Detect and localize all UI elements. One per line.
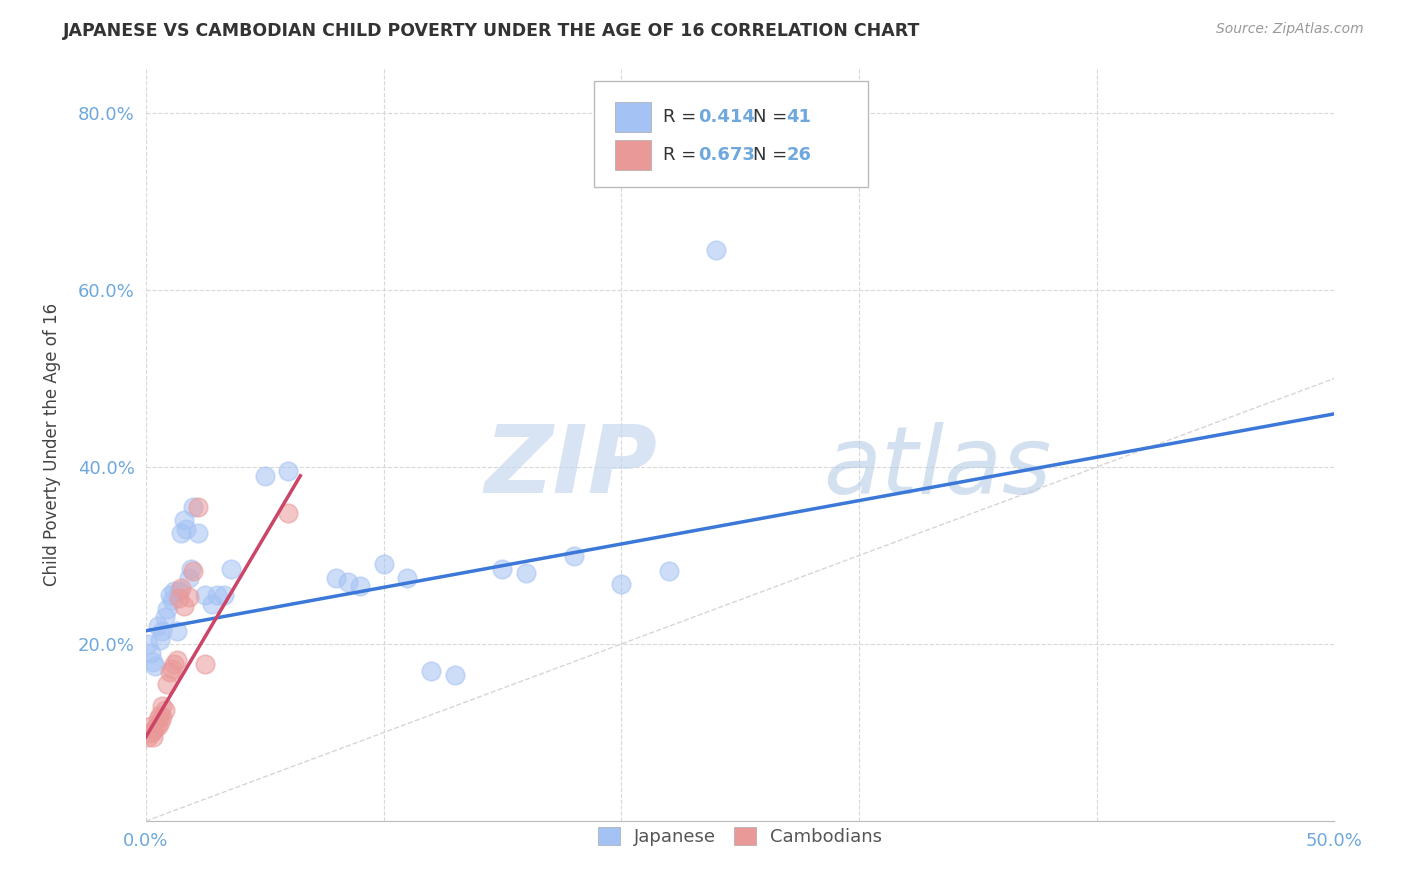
Point <box>277 506 299 520</box>
Text: Source: ZipAtlas.com: Source: ZipAtlas.com <box>1216 22 1364 37</box>
Point <box>170 526 193 541</box>
Point <box>149 707 172 722</box>
Point <box>152 624 174 638</box>
Point <box>160 662 183 676</box>
Point <box>149 632 172 647</box>
Point <box>142 655 165 669</box>
Point <box>277 464 299 478</box>
Text: R =: R = <box>662 146 702 164</box>
Point <box>142 723 165 738</box>
Point <box>181 564 204 578</box>
Point <box>562 549 585 563</box>
Point <box>163 583 186 598</box>
Point <box>704 243 727 257</box>
Point <box>173 513 195 527</box>
Text: 26: 26 <box>786 146 811 164</box>
Point <box>336 575 359 590</box>
Point <box>187 500 209 514</box>
Point <box>136 637 159 651</box>
Point <box>173 599 195 613</box>
Point <box>194 588 217 602</box>
Point <box>349 580 371 594</box>
Point <box>187 526 209 541</box>
Point <box>396 571 419 585</box>
Point <box>152 699 174 714</box>
Point <box>420 664 443 678</box>
Point <box>325 571 347 585</box>
Y-axis label: Child Poverty Under the Age of 16: Child Poverty Under the Age of 16 <box>44 303 60 586</box>
Legend: Japanese, Cambodians: Japanese, Cambodians <box>591 820 890 854</box>
Point <box>156 601 179 615</box>
Point <box>205 588 228 602</box>
Text: 41: 41 <box>786 109 811 127</box>
Point <box>174 522 197 536</box>
Point <box>139 725 162 739</box>
Point <box>170 581 193 595</box>
Text: 0.414: 0.414 <box>699 109 755 127</box>
Point <box>160 592 183 607</box>
Text: ZIP: ZIP <box>484 421 657 514</box>
Text: JAPANESE VS CAMBODIAN CHILD POVERTY UNDER THE AGE OF 16 CORRELATION CHART: JAPANESE VS CAMBODIAN CHILD POVERTY UNDE… <box>63 22 921 40</box>
Point <box>180 562 202 576</box>
Point <box>167 591 190 605</box>
Text: 0.673: 0.673 <box>699 146 755 164</box>
FancyBboxPatch shape <box>616 140 651 170</box>
Point <box>221 562 243 576</box>
Point <box>373 558 395 572</box>
Text: R =: R = <box>662 109 702 127</box>
Point <box>658 564 681 578</box>
Point <box>159 665 181 680</box>
Point <box>167 583 190 598</box>
Point <box>156 677 179 691</box>
FancyBboxPatch shape <box>616 103 651 133</box>
Point <box>201 597 224 611</box>
Point <box>515 566 537 581</box>
Point <box>153 703 176 717</box>
Point <box>177 590 200 604</box>
Point <box>146 712 169 726</box>
Text: N =: N = <box>754 146 793 164</box>
Point <box>491 562 513 576</box>
Point <box>139 719 162 733</box>
Text: N =: N = <box>754 109 793 127</box>
Point <box>159 588 181 602</box>
Point <box>194 657 217 671</box>
Point <box>166 624 188 638</box>
Point <box>136 730 159 744</box>
Point <box>142 730 165 744</box>
Point <box>163 657 186 671</box>
Point <box>253 468 276 483</box>
Point <box>146 718 169 732</box>
Point <box>177 571 200 585</box>
Point <box>149 714 172 729</box>
Point <box>152 709 174 723</box>
Point <box>143 721 166 735</box>
Point <box>443 668 465 682</box>
Point <box>166 653 188 667</box>
Text: atlas: atlas <box>824 422 1052 513</box>
FancyBboxPatch shape <box>593 81 869 187</box>
Point <box>610 577 633 591</box>
Point <box>181 500 204 514</box>
Point <box>212 588 235 602</box>
Point <box>143 659 166 673</box>
Point <box>153 610 176 624</box>
Point <box>139 646 162 660</box>
Point <box>146 619 169 633</box>
